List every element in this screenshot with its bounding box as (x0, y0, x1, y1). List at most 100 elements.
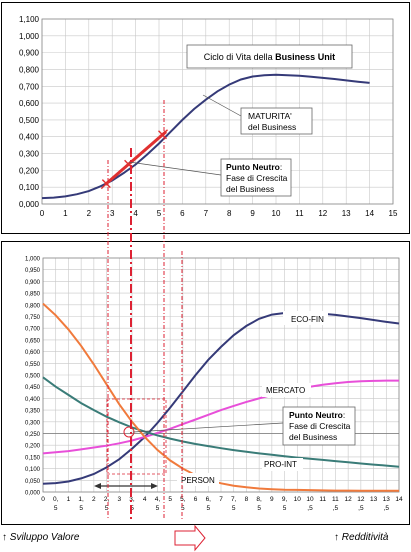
intersection-circle (123, 426, 135, 438)
range-arrow-right-head (151, 483, 158, 489)
bottom-x-tick-label: 2, (104, 496, 110, 503)
bottom-y-tick-labels: 0,000 0,050 0,100 0,150 0,200 0,250 0,300 0,350… (25, 257, 41, 497)
bottom-x-tick-label-line2: 5 (79, 505, 83, 512)
bottom-x-tick-label: 7, (231, 496, 237, 503)
top-x-tick-label: 7 (204, 209, 209, 218)
maturita-label-line2: del Business (248, 122, 296, 132)
bottom-y-tick-label: 0,650 (25, 338, 41, 344)
bottom-y-tick-label: 0,800 (25, 303, 41, 309)
person-label: PERSON (181, 476, 215, 485)
bottom-punto-label-line1: Punto Neutro: (289, 410, 345, 420)
bottom-x-tick-label: 0, (53, 496, 59, 503)
bottom-x-tick-label: 12 (345, 496, 353, 503)
top-x-tick-label: 3 (110, 209, 115, 218)
bottom-y-tick-label: 0,900 (25, 280, 41, 286)
bottom-y-tick-label: 0,600 (25, 350, 41, 356)
bottom-series-line-pro-int (42, 376, 400, 468)
top-x-tick-label: 2 (87, 209, 92, 218)
bottom-x-tick-label: 4, (155, 496, 161, 503)
bottom-y-tick-label: 0,850 (25, 292, 41, 298)
top-red-segment (104, 130, 168, 186)
top-y-tick-label: 1,000 (19, 32, 40, 41)
top-x-tick-label: 1 (63, 209, 68, 218)
maturita-label-line1: MATURITA' (248, 111, 292, 121)
top-x-tick-label: 5 (157, 209, 162, 218)
top-y-tick-label: 0,600 (19, 99, 40, 108)
bottom-x-tick-label-line2: ,5 (333, 505, 339, 512)
bottom-y-tick-label: 0,450 (25, 385, 41, 391)
bottom-x-tick-label-line2: 5 (54, 505, 58, 512)
top-panel-border (1, 2, 410, 234)
bottom-chart: 0,0000,0500,1000,1500,2000,2500,3000,350… (25, 257, 403, 513)
eco-fin-label-box (283, 311, 328, 325)
bottom-y-tick-label: 0,300 (25, 420, 41, 426)
top-y-tick-label: 0,200 (19, 166, 40, 175)
bottom-y-tick-label: 0,400 (25, 397, 41, 403)
bottom-punto-label-line2: Fase di Crescita (289, 421, 351, 431)
bottom-y-tick-label: 0,000 (25, 491, 41, 497)
bottom-x-tick-label: 2 (92, 496, 96, 503)
bottom-y-tick-label: 0,250 (25, 432, 41, 438)
bottom-x-tick-labels: 00,511,522,533,544,555,566,577,588,599,5… (41, 496, 403, 512)
vertical-guide-lines (107, 100, 183, 520)
bottom-panel-border (1, 241, 410, 525)
footer-right-label: Redditività (341, 532, 389, 543)
mercato-label: MERCATO (266, 386, 305, 395)
top-x-tick-label: 14 (365, 209, 374, 218)
top-x-tick-label: 8 (227, 209, 232, 218)
bottom-x-tick-label: 0 (41, 496, 45, 503)
bottom-y-tick-label: 0,750 (25, 315, 41, 321)
maturita-box (240, 107, 313, 135)
pro-int-label-box (262, 458, 303, 471)
bottom-x-tick-label: 6, (206, 496, 212, 503)
bottom-y-tick-label: 0,950 (25, 268, 41, 274)
bottom-y-tick-label: 0,550 (25, 362, 41, 368)
bottom-x-tick-label: 1, (78, 496, 84, 503)
top-x-tick-label: 12 (318, 209, 327, 218)
title-box (186, 44, 353, 69)
bottom-x-tick-label: 11 (332, 496, 339, 503)
top-x-tick-label: 9 (250, 209, 255, 218)
bottom-x-tick-label-line2: 5 (156, 505, 160, 512)
top-y-tick-label: 0,900 (19, 49, 40, 58)
bottom-x-tick-label: 3 (117, 496, 121, 503)
top-x-tick-label: 0 (40, 209, 45, 218)
chart-title: Ciclo di Vita della Business Unit (204, 52, 335, 62)
bottom-y-tick-label: 1,000 (25, 257, 41, 263)
bottom-x-tick-label: 4 (143, 496, 147, 503)
bottom-x-tick-label-line2: 5 (181, 505, 185, 512)
footer-left-label: Sviluppo Valore (9, 532, 80, 543)
bottom-x-tick-label: 5, (180, 496, 186, 503)
top-punto-box (220, 158, 292, 197)
pro-int-label: PRO-INT (264, 460, 297, 469)
bottom-x-tick-label: 5 (168, 496, 172, 503)
bottom-y-tick-label: 0,700 (25, 327, 41, 333)
bottom-x-tick-label: 12 (357, 496, 365, 503)
bottom-x-tick-label-line2: 5 (130, 505, 134, 512)
top-y-tick-labels: 0,000 0,100 0,200 0,300 0,400 0,500 0,600 0,700… (19, 15, 40, 209)
bottom-y-tick-label: 0,050 (25, 479, 41, 485)
bottom-x-tick-label-line2: ,5 (307, 505, 313, 512)
bottom-punto-box (282, 406, 356, 446)
bottom-x-tick-label: 3, (129, 496, 135, 503)
top-y-tick-label: 0,300 (19, 150, 40, 159)
top-y-tick-label: 0,400 (19, 133, 40, 142)
bottom-x-tick-label-line2: ,5 (384, 505, 390, 512)
bottom-x-tick-label: 8 (245, 496, 249, 503)
bottom-y-tick-label: 0,100 (25, 467, 41, 473)
bottom-x-tick-label: 10 (306, 496, 314, 503)
mercato-label-box (262, 383, 311, 397)
bottom-x-tick-label: 7 (219, 496, 223, 503)
bottom-x-tick-label: 13 (370, 496, 378, 503)
footer-sviluppo-valore: ↑ Sviluppo Valore (2, 532, 80, 543)
bottom-plot-frame (42, 257, 400, 493)
top-segment-marker (158, 130, 168, 140)
top-x-tick-label: 10 (272, 209, 281, 218)
bottom-x-tick-label: 1 (67, 496, 71, 503)
outline-right-arrow (174, 524, 206, 552)
top-punto-label-line2: Fase di Crescita (226, 173, 288, 183)
person-label-box (177, 473, 219, 486)
top-y-tick-label: 0,800 (19, 65, 40, 74)
top-punto-leader-line (128, 161, 222, 176)
bottom-x-tick-label: 10 (294, 496, 302, 503)
